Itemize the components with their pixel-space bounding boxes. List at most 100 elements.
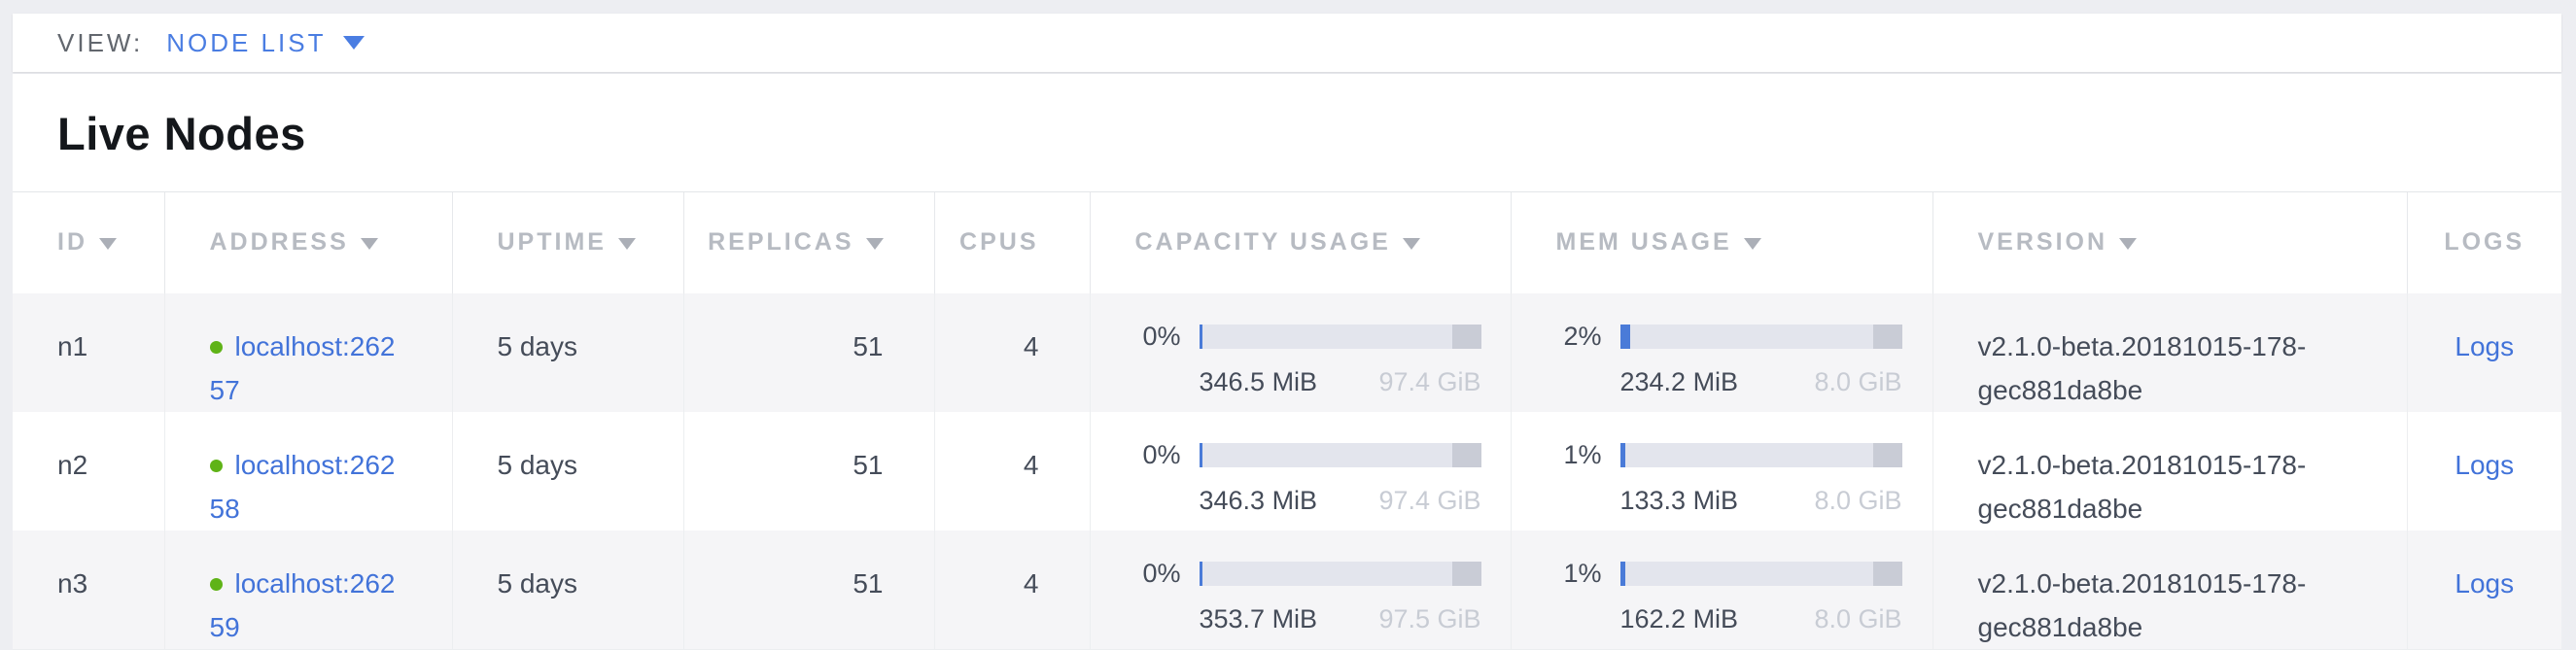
cell-replicas: 51 bbox=[682, 411, 934, 530]
capacity-total-value: 97.5 GiB bbox=[1378, 603, 1481, 633]
column-header-version[interactable]: VERSION bbox=[1932, 191, 2407, 293]
sort-caret-icon bbox=[1743, 238, 1761, 251]
logs-link[interactable]: Logs bbox=[2454, 567, 2515, 599]
column-header-label: REPLICAS bbox=[708, 228, 854, 257]
cell-cpus: 4 bbox=[933, 530, 1090, 650]
cell-address: localhost:26258 bbox=[163, 411, 452, 530]
cell-version: v2.1.0-beta.20181015-178-gec881da8be bbox=[1932, 530, 2407, 650]
sort-caret-icon bbox=[360, 238, 378, 251]
mem-usage-bar-fill bbox=[1619, 324, 1630, 349]
table-row: n3 localhost:26259 5 days 51 4 0% 353.7 MiB 97.… bbox=[13, 530, 2561, 650]
mem-percent-label: 2% bbox=[1563, 321, 1602, 351]
column-header-label: VERSION bbox=[1977, 228, 2108, 257]
node-list-table: ID ADDRESS UPTIME REPLICAS CPUS CAPACITY USAG… bbox=[13, 191, 2561, 650]
column-header-uptime[interactable]: UPTIME bbox=[451, 191, 683, 293]
capacity-usage-bar-fill bbox=[1199, 324, 1202, 349]
live-nodes-panel: Live Nodes ID ADDRESS UPTIME REPLICAS CPUS CA… bbox=[13, 74, 2561, 650]
capacity-usage-bar-cap bbox=[1451, 324, 1481, 349]
cell-mem: 1% 133.3 MiB 8.0 GiB bbox=[1510, 411, 1932, 530]
column-header-logs: LOGS bbox=[2406, 191, 2561, 293]
capacity-used-value: 353.7 MiB bbox=[1199, 603, 1318, 633]
capacity-usage-bar-fill bbox=[1199, 561, 1202, 586]
cell-logs: Logs bbox=[2406, 530, 2561, 650]
sort-caret-icon bbox=[99, 238, 117, 251]
logs-link[interactable]: Logs bbox=[2454, 449, 2515, 480]
cell-version: v2.1.0-beta.20181015-178-gec881da8be bbox=[1932, 292, 2407, 412]
mem-percent-label: 1% bbox=[1563, 558, 1602, 588]
view-label: VIEW: bbox=[57, 27, 144, 57]
capacity-total-value: 97.4 GiB bbox=[1378, 485, 1481, 515]
view-dropdown-value: NODE LIST bbox=[166, 27, 327, 57]
capacity-percent-label: 0% bbox=[1142, 439, 1181, 469]
mem-used-value: 234.2 MiB bbox=[1619, 366, 1739, 396]
capacity-percent-label: 0% bbox=[1142, 321, 1181, 351]
cell-uptime: 5 days bbox=[451, 530, 683, 650]
version-text: v2.1.0-beta.20181015-178-gec881da8be bbox=[1977, 330, 2307, 405]
column-header-label: LOGS bbox=[2444, 228, 2525, 257]
node-address-link[interactable]: localhost:26259 bbox=[209, 567, 396, 642]
sort-caret-icon bbox=[1402, 238, 1420, 251]
cell-cpus: 4 bbox=[933, 292, 1090, 412]
column-header-address[interactable]: ADDRESS bbox=[163, 191, 452, 293]
logs-link[interactable]: Logs bbox=[2454, 330, 2515, 361]
cell-mem: 2% 234.2 MiB 8.0 GiB bbox=[1510, 292, 1932, 412]
cell-logs: Logs bbox=[2406, 292, 2561, 412]
mem-total-value: 8.0 GiB bbox=[1814, 366, 1902, 396]
column-header-label: ID bbox=[57, 228, 87, 257]
column-header-label: MEM USAGE bbox=[1555, 228, 1732, 257]
view-dropdown[interactable]: NODE LIST bbox=[166, 27, 366, 58]
capacity-usage-bar-cap bbox=[1451, 442, 1481, 467]
mem-usage-bar bbox=[1619, 442, 1902, 467]
mem-usage-bar-cap bbox=[1872, 324, 1902, 349]
capacity-usage-bar-cap bbox=[1451, 561, 1481, 586]
table-row: n1 localhost:26257 5 days 51 4 0% 346.5 MiB 97.… bbox=[13, 292, 2561, 412]
cell-uptime: 5 days bbox=[451, 411, 683, 530]
mem-total-value: 8.0 GiB bbox=[1814, 603, 1902, 633]
cell-capacity: 0% 353.7 MiB 97.5 GiB bbox=[1089, 530, 1511, 650]
capacity-percent-label: 0% bbox=[1142, 558, 1181, 588]
node-address-link[interactable]: localhost:26257 bbox=[209, 330, 396, 405]
mem-usage-bar-cap bbox=[1872, 561, 1902, 586]
capacity-used-value: 346.3 MiB bbox=[1199, 485, 1318, 515]
cell-id: n2 bbox=[57, 449, 88, 480]
mem-used-value: 133.3 MiB bbox=[1619, 485, 1739, 515]
capacity-used-value: 346.5 MiB bbox=[1199, 366, 1318, 396]
node-live-status-icon bbox=[209, 340, 223, 354]
mem-usage-bar-cap bbox=[1872, 442, 1902, 467]
sort-caret-icon bbox=[2119, 238, 2138, 251]
table-row: n2 localhost:26258 5 days 51 4 0% 346.3 MiB 97.… bbox=[13, 411, 2561, 530]
mem-usage-bar-fill bbox=[1619, 442, 1625, 467]
node-live-status-icon bbox=[209, 577, 223, 591]
cell-logs: Logs bbox=[2406, 411, 2561, 530]
column-header-label: UPTIME bbox=[497, 228, 607, 257]
mem-total-value: 8.0 GiB bbox=[1814, 485, 1902, 515]
view-bar: VIEW: NODE LIST bbox=[13, 14, 2561, 72]
table-header-row: ID ADDRESS UPTIME REPLICAS CPUS CAPACITY USAG… bbox=[13, 191, 2561, 293]
mem-usage-bar bbox=[1619, 324, 1902, 349]
column-header-replicas[interactable]: REPLICAS bbox=[682, 191, 934, 293]
cell-replicas: 51 bbox=[682, 292, 934, 412]
caret-down-icon bbox=[343, 36, 366, 50]
mem-used-value: 162.2 MiB bbox=[1619, 603, 1739, 633]
column-header-label: CPUS bbox=[959, 228, 1039, 257]
version-text: v2.1.0-beta.20181015-178-gec881da8be bbox=[1977, 449, 2307, 524]
column-header-id[interactable]: ID bbox=[13, 191, 164, 293]
sort-caret-icon bbox=[865, 238, 884, 251]
column-header-mem[interactable]: MEM USAGE bbox=[1510, 191, 1932, 293]
column-header-capacity[interactable]: CAPACITY USAGE bbox=[1089, 191, 1511, 293]
cell-version: v2.1.0-beta.20181015-178-gec881da8be bbox=[1932, 411, 2407, 530]
capacity-usage-bar bbox=[1199, 324, 1481, 349]
mem-usage-bar-fill bbox=[1619, 561, 1625, 586]
mem-percent-label: 1% bbox=[1563, 439, 1602, 469]
page-title: Live Nodes bbox=[57, 108, 306, 159]
cell-id: n3 bbox=[13, 530, 164, 650]
column-header-cpus: CPUS bbox=[933, 191, 1090, 293]
cell-replicas: 51 bbox=[682, 530, 934, 650]
node-address-link[interactable]: localhost:26258 bbox=[209, 449, 396, 524]
node-live-status-icon bbox=[209, 459, 223, 472]
capacity-usage-bar bbox=[1199, 442, 1481, 467]
column-header-label: CAPACITY USAGE bbox=[1134, 228, 1391, 257]
cell-mem: 1% 162.2 MiB 8.0 GiB bbox=[1510, 530, 1932, 650]
sort-caret-icon bbox=[617, 238, 636, 251]
version-text: v2.1.0-beta.20181015-178-gec881da8be bbox=[1977, 567, 2307, 642]
